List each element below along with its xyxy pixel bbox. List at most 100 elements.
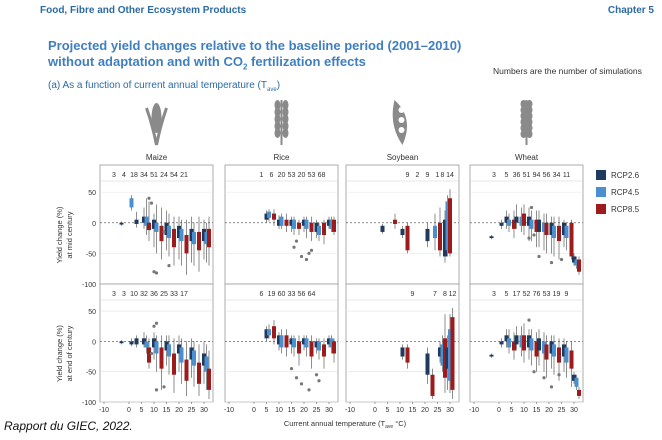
- simulation-count: 94: [533, 172, 541, 179]
- box-rcp85: [159, 347, 164, 369]
- box-rcp85: [332, 341, 336, 354]
- box-rcp26: [142, 338, 146, 345]
- simulation-count: 52: [523, 291, 531, 298]
- box-rcp85: [569, 350, 574, 369]
- crop-label-maize: Maize: [146, 153, 168, 162]
- box-rcp45: [154, 341, 159, 354]
- box-rcp26: [134, 219, 139, 224]
- soybean-icon: [392, 100, 407, 145]
- box-rcp26: [380, 225, 385, 232]
- simulation-count: 53: [543, 291, 551, 298]
- outlier-point: [162, 230, 166, 234]
- outlier-point: [532, 370, 536, 374]
- box-rcp45: [267, 211, 271, 218]
- box-rcp26: [425, 228, 430, 242]
- simulation-count: 7: [433, 291, 437, 298]
- box-rcp85: [450, 317, 455, 390]
- simulation-count: 51: [523, 172, 531, 179]
- simulation-count: 56: [543, 172, 551, 179]
- box-rcp85: [272, 213, 276, 220]
- box-rcp26: [527, 216, 531, 226]
- box-rcp45: [564, 347, 569, 363]
- simulation-count: 60: [278, 291, 286, 298]
- box-rcp85: [309, 222, 314, 232]
- x-tick-label: 15: [163, 407, 171, 414]
- panel-subtitle-pre: (a) As a function of current annual temp…: [48, 80, 267, 91]
- box-rcp45: [329, 338, 334, 348]
- box-rcp26: [537, 219, 541, 232]
- box-rcp26: [499, 341, 504, 345]
- legend-swatch-rcp45: [596, 187, 606, 197]
- box-rcp85: [147, 347, 151, 363]
- x-tick-label: 5: [140, 407, 144, 414]
- outlier-point: [549, 385, 554, 389]
- box-rcp45: [204, 231, 209, 245]
- box-rcp85: [284, 335, 289, 348]
- crop-label-rice: Rice: [273, 153, 290, 162]
- y-tick-label: -100: [82, 400, 96, 407]
- figure-title: Projected yield changes relative to the …: [48, 38, 488, 76]
- outlier-point: [154, 388, 159, 392]
- x-tick-label: 10: [275, 407, 283, 414]
- box-rcp45: [552, 344, 556, 357]
- box-rcp26: [177, 344, 181, 354]
- box-rcp85: [207, 368, 211, 390]
- x-axis-label: Current annual temperature (Tave °C): [284, 419, 407, 430]
- box-rcp85: [522, 335, 526, 351]
- box-rcp45: [564, 225, 569, 239]
- outlier-point: [314, 373, 319, 377]
- box-rcp26: [537, 338, 541, 351]
- box-rcp26: [489, 354, 494, 357]
- box-rcp26: [277, 335, 281, 345]
- figure-title-line2: without adaptation and with CO2 fertiliz…: [48, 54, 488, 76]
- y-tick-label: 0: [92, 339, 96, 346]
- box-rcp85: [322, 344, 326, 357]
- x-tick-label: 5: [386, 407, 390, 414]
- x-tick-label: -10: [345, 407, 355, 414]
- simulation-count: 18: [130, 172, 138, 179]
- legend-label-rcp45: RCP4.5: [611, 188, 640, 197]
- box-rcp45: [154, 222, 159, 232]
- simulation-count: 53: [308, 172, 316, 179]
- box-rcp26: [527, 335, 531, 348]
- simulation-count: 34: [140, 172, 148, 179]
- panel-frame: [345, 283, 460, 403]
- box-rcp85: [577, 389, 581, 396]
- box-rcp26: [134, 338, 139, 345]
- legend-label-rcp85: RCP8.5: [611, 205, 640, 214]
- simulation-count: 9: [406, 172, 410, 179]
- outlier-point: [527, 318, 531, 322]
- box-rcp26: [119, 222, 124, 225]
- x-tick-label: -10: [99, 407, 109, 414]
- simulation-count: 51: [150, 172, 158, 179]
- simulation-count: 33: [288, 291, 296, 298]
- outlier-point: [307, 388, 311, 392]
- maize-icon: [145, 103, 168, 146]
- outlier-point: [147, 196, 151, 200]
- simulation-count: 32: [140, 291, 148, 298]
- box-rcp45: [304, 338, 309, 348]
- box-rcp45: [574, 259, 579, 266]
- box-rcp45: [529, 219, 534, 229]
- box-rcp26: [302, 219, 306, 226]
- outlier-point: [152, 324, 156, 328]
- box-rcp45: [304, 219, 309, 229]
- simulation-count: 3: [492, 172, 496, 179]
- rice-icon: [274, 100, 289, 145]
- wheat-icon: [520, 100, 533, 145]
- box-rcp26: [264, 329, 269, 339]
- box-rcp85: [438, 222, 442, 251]
- box-rcp45: [267, 329, 271, 336]
- box-rcp85: [147, 222, 151, 231]
- x-tick-label: 20: [175, 407, 183, 414]
- box-rcp85: [544, 222, 549, 235]
- figure-title-line1: Projected yield changes relative to the …: [48, 38, 462, 53]
- box-rcp85: [569, 222, 574, 257]
- box-rcp85: [159, 225, 164, 242]
- simulation-count: 9: [565, 291, 569, 298]
- panel-subtitle-sub: ave: [267, 87, 277, 93]
- box-rcp26: [549, 222, 554, 235]
- box-rcp45: [204, 356, 209, 372]
- box-rcp45: [317, 341, 321, 351]
- row-ylabel-line1: Yield change (%): [55, 325, 64, 382]
